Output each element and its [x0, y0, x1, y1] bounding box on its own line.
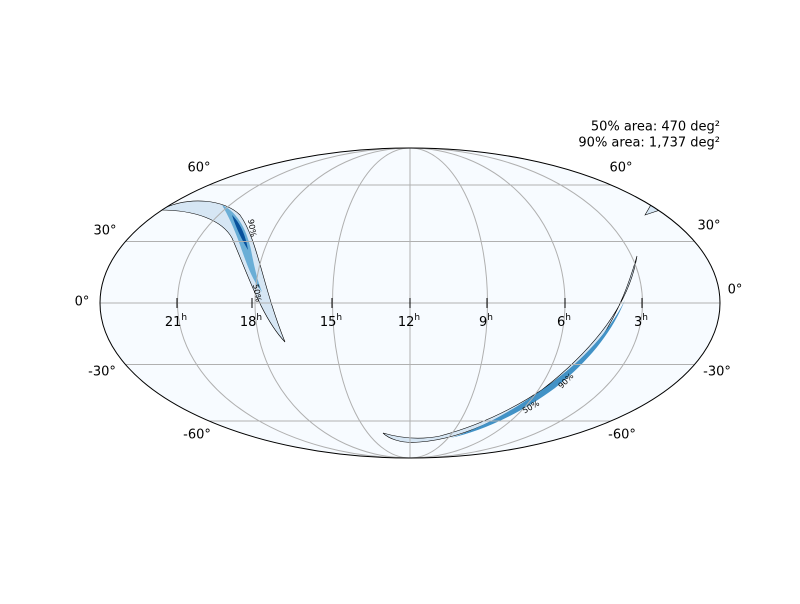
ra-label: 21h — [165, 313, 187, 330]
lat-label: -60° — [183, 428, 211, 443]
ra-number: 21 — [165, 315, 182, 330]
lat-label: 30° — [93, 224, 116, 239]
annotation: 90% area: 1,737 deg² — [578, 136, 720, 151]
lat-label: 60° — [187, 161, 210, 176]
ra-label: 9h — [479, 313, 493, 330]
ra-suffix: h — [256, 313, 262, 323]
axis-labels: 60°30°0°-30°-60°60°30°0°-30°-60°21h 18h 15… — [75, 161, 743, 443]
ra-label: 6h — [557, 313, 571, 330]
lat-label: 30° — [697, 219, 720, 234]
ra-label: 15h — [320, 313, 342, 330]
ra-suffix: h — [336, 313, 342, 323]
ra-number: 3 — [634, 315, 642, 330]
contour-label: 50% — [251, 283, 263, 302]
ra-suffix: h — [642, 313, 648, 323]
map-border — [99, 147, 721, 459]
ra-label: 12h — [398, 313, 420, 330]
ra-number: 18 — [240, 315, 257, 330]
ra-suffix: h — [181, 313, 187, 323]
lat-label: 60° — [609, 161, 632, 176]
ra-number: 6 — [557, 315, 565, 330]
ra-suffix: h — [487, 313, 493, 323]
ra-suffix: h — [414, 313, 420, 323]
lat-label: 0° — [75, 295, 90, 310]
ra-number: 15 — [320, 315, 337, 330]
lat-label: -30° — [88, 365, 116, 380]
ra-suffix: h — [565, 313, 571, 323]
ra-label: 18h — [240, 313, 262, 330]
ra-label: 3h — [634, 313, 648, 330]
annotation: 50% area: 470 deg² — [591, 120, 720, 135]
ra-number: 12 — [398, 315, 415, 330]
lat-label: -60° — [608, 428, 636, 443]
lat-label: 0° — [728, 283, 743, 298]
lat-label: -30° — [703, 365, 731, 380]
ra-number: 9 — [479, 315, 487, 330]
region-50 — [222, 205, 262, 292]
contour-label: 90% — [246, 218, 258, 237]
region-90 — [159, 200, 286, 343]
